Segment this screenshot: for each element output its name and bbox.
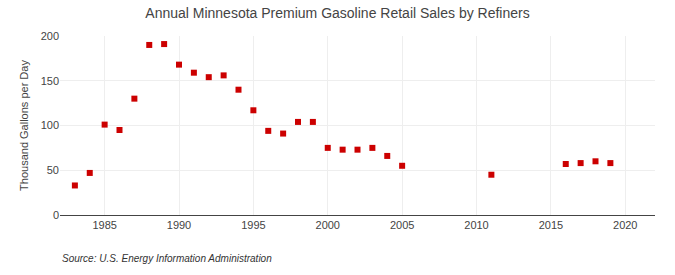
svg-text:Annual Minnesota Premium Gasol: Annual Minnesota Premium Gasoline Retail… [145,5,529,21]
svg-text:2020: 2020 [613,219,637,231]
svg-text:2005: 2005 [390,219,414,231]
svg-text:1990: 1990 [167,219,191,231]
svg-text:1985: 1985 [92,219,116,231]
svg-text:2010: 2010 [464,219,488,231]
svg-text:50: 50 [47,164,59,176]
svg-text:150: 150 [41,75,59,87]
svg-text:Source: U.S. Energy Informatio: Source: U.S. Energy Information Administ… [62,253,272,264]
svg-text:0: 0 [53,209,59,221]
svg-text:Thousand Gallons per Day: Thousand Gallons per Day [18,60,30,191]
svg-text:2000: 2000 [316,219,340,231]
svg-text:1995: 1995 [241,219,265,231]
svg-text:2015: 2015 [539,219,563,231]
svg-text:200: 200 [41,30,59,42]
svg-text:100: 100 [41,119,59,131]
